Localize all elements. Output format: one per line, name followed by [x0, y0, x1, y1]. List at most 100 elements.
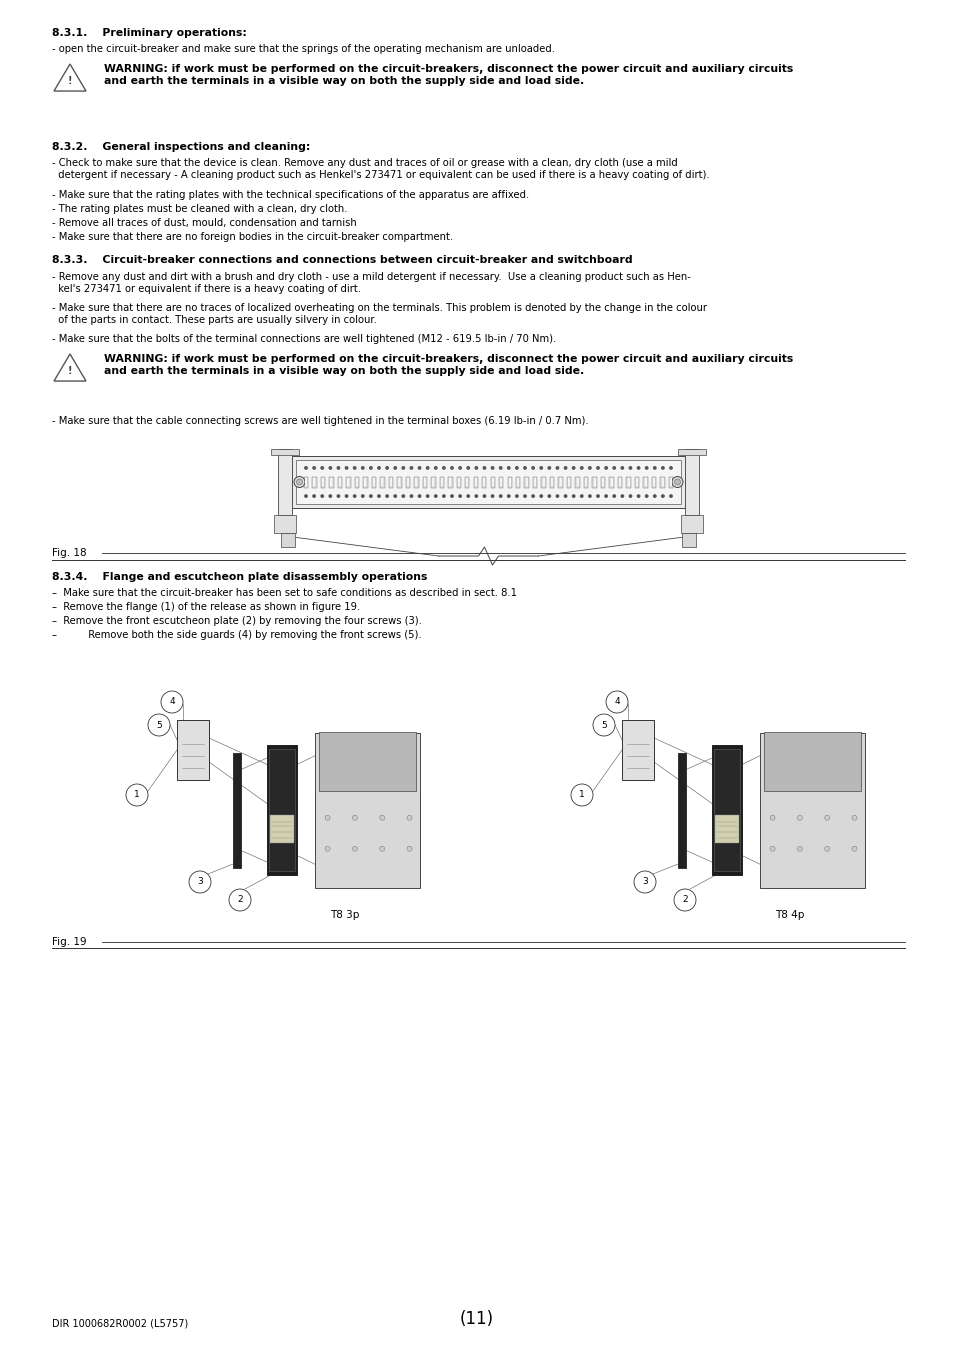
Circle shape — [548, 495, 550, 497]
Circle shape — [564, 467, 566, 468]
Bar — [499, 478, 501, 486]
Circle shape — [613, 495, 615, 497]
Bar — [549, 477, 554, 487]
Bar — [381, 478, 383, 486]
Circle shape — [458, 467, 461, 468]
Text: 3: 3 — [197, 878, 203, 887]
Circle shape — [671, 477, 682, 487]
Circle shape — [588, 495, 591, 497]
Bar — [483, 478, 485, 486]
Bar — [233, 752, 240, 868]
Bar — [465, 477, 469, 487]
Text: 3: 3 — [641, 878, 647, 887]
Circle shape — [673, 890, 696, 911]
Bar — [601, 478, 603, 486]
Circle shape — [321, 467, 323, 468]
Circle shape — [370, 495, 372, 497]
Circle shape — [345, 467, 348, 468]
Bar — [626, 477, 630, 487]
Bar — [534, 478, 536, 486]
Bar — [280, 533, 294, 547]
Bar — [314, 733, 419, 887]
Circle shape — [637, 467, 639, 468]
Circle shape — [620, 495, 623, 497]
Circle shape — [435, 467, 436, 468]
Bar — [363, 477, 367, 487]
Circle shape — [352, 815, 357, 821]
Bar — [600, 477, 604, 487]
Bar — [660, 478, 663, 486]
Bar — [388, 477, 393, 487]
Bar — [322, 478, 324, 486]
Circle shape — [539, 467, 542, 468]
Text: - Check to make sure that the device is clean. Remove any dust and traces of oil: - Check to make sure that the device is … — [52, 158, 709, 180]
Circle shape — [564, 495, 566, 497]
Circle shape — [467, 467, 469, 468]
Circle shape — [475, 467, 477, 468]
Circle shape — [507, 467, 510, 468]
Bar — [406, 478, 409, 486]
Bar — [405, 477, 410, 487]
Circle shape — [313, 467, 315, 468]
Circle shape — [580, 495, 582, 497]
Circle shape — [304, 467, 307, 468]
Circle shape — [321, 495, 323, 497]
Bar — [320, 477, 325, 487]
Circle shape — [507, 495, 510, 497]
Text: 1: 1 — [578, 791, 584, 799]
Text: –          Remove both the side guards (4) by removing the front screws (5).: – Remove both the side guards (4) by rem… — [52, 630, 421, 640]
Circle shape — [532, 467, 534, 468]
Bar — [440, 478, 442, 486]
Text: 5: 5 — [156, 721, 162, 729]
Bar — [634, 477, 639, 487]
Circle shape — [556, 495, 558, 497]
Bar — [271, 450, 298, 455]
Circle shape — [467, 495, 469, 497]
Bar — [584, 478, 586, 486]
Circle shape — [604, 495, 607, 497]
Bar — [439, 477, 443, 487]
Text: –  Remove the flange (1) of the release as shown in figure 19.: – Remove the flange (1) of the release a… — [52, 602, 360, 612]
Bar — [337, 477, 342, 487]
Bar — [267, 745, 296, 875]
Circle shape — [410, 467, 413, 468]
Text: - Make sure that there are no foreign bodies in the circuit-breaker compartment.: - Make sure that there are no foreign bo… — [52, 232, 453, 242]
Text: 8.3.1.    Preliminary operations:: 8.3.1. Preliminary operations: — [52, 28, 247, 38]
Bar — [338, 478, 340, 486]
Bar — [456, 477, 460, 487]
Text: !: ! — [68, 366, 72, 375]
Circle shape — [345, 495, 348, 497]
Circle shape — [379, 846, 384, 852]
Circle shape — [797, 846, 801, 852]
Bar — [372, 477, 375, 487]
Bar — [490, 477, 495, 487]
Bar — [274, 514, 295, 533]
Circle shape — [442, 495, 445, 497]
Circle shape — [313, 495, 315, 497]
Bar — [422, 477, 427, 487]
Bar — [610, 478, 612, 486]
Bar — [618, 477, 621, 487]
Circle shape — [516, 467, 517, 468]
Circle shape — [148, 714, 170, 736]
Bar — [330, 478, 332, 486]
Circle shape — [296, 479, 302, 485]
Bar — [559, 478, 561, 486]
Bar — [542, 478, 544, 486]
Bar — [329, 477, 334, 487]
Bar — [346, 477, 351, 487]
Circle shape — [435, 495, 436, 497]
Circle shape — [571, 784, 593, 806]
Bar — [609, 477, 613, 487]
Circle shape — [580, 467, 582, 468]
Circle shape — [354, 467, 355, 468]
Bar — [292, 456, 684, 508]
Bar — [270, 815, 294, 842]
Circle shape — [126, 784, 148, 806]
Circle shape — [402, 495, 404, 497]
Circle shape — [451, 467, 453, 468]
Text: 4: 4 — [169, 698, 174, 706]
Text: T8 3p: T8 3p — [330, 910, 359, 919]
Circle shape — [516, 495, 517, 497]
Text: WARNING: if work must be performed on the circuit-breakers, disconnect the power: WARNING: if work must be performed on th… — [104, 63, 792, 85]
